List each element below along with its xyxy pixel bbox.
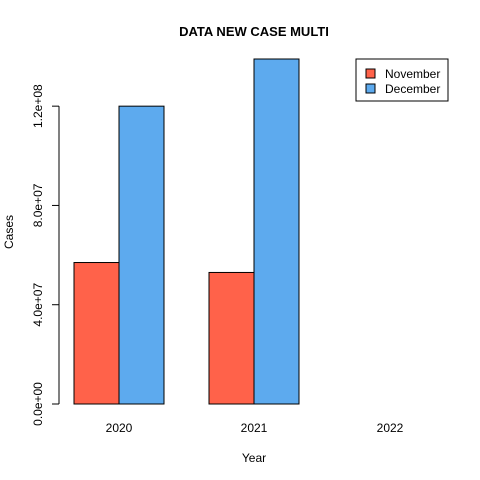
legend-label-november: November	[385, 67, 440, 81]
x-tick-label: 2022	[377, 421, 404, 435]
x-axis-label: Year	[242, 451, 266, 465]
y-tick-label: 0.0e+00	[31, 382, 45, 426]
legend-box	[355, 58, 449, 102]
bar-november-2021	[208, 271, 255, 405]
bar-november-2020	[73, 262, 120, 405]
y-tick-label: 4.0e+07	[31, 283, 45, 327]
x-tick-label: 2020	[106, 421, 133, 435]
legend-swatch-december	[365, 83, 376, 94]
bar-december-2021	[253, 58, 300, 405]
legend-swatch-november	[365, 68, 376, 79]
y-tick-label: 8.0e+07	[31, 183, 45, 227]
y-axis: 0.0e+00 4.0e+07 8.0e+07 1.2e+08	[31, 84, 60, 426]
bar-december-2020	[118, 105, 165, 405]
y-axis-label: Cases	[2, 215, 16, 249]
x-tick-label: 2021	[241, 421, 268, 435]
x-axis: 2020 2021 2022	[106, 421, 404, 435]
bars	[73, 58, 300, 405]
y-tick-label: 1.2e+08	[31, 84, 45, 128]
chart-title: DATA NEW CASE MULTI	[179, 24, 329, 39]
legend-label-december: December	[385, 82, 440, 96]
